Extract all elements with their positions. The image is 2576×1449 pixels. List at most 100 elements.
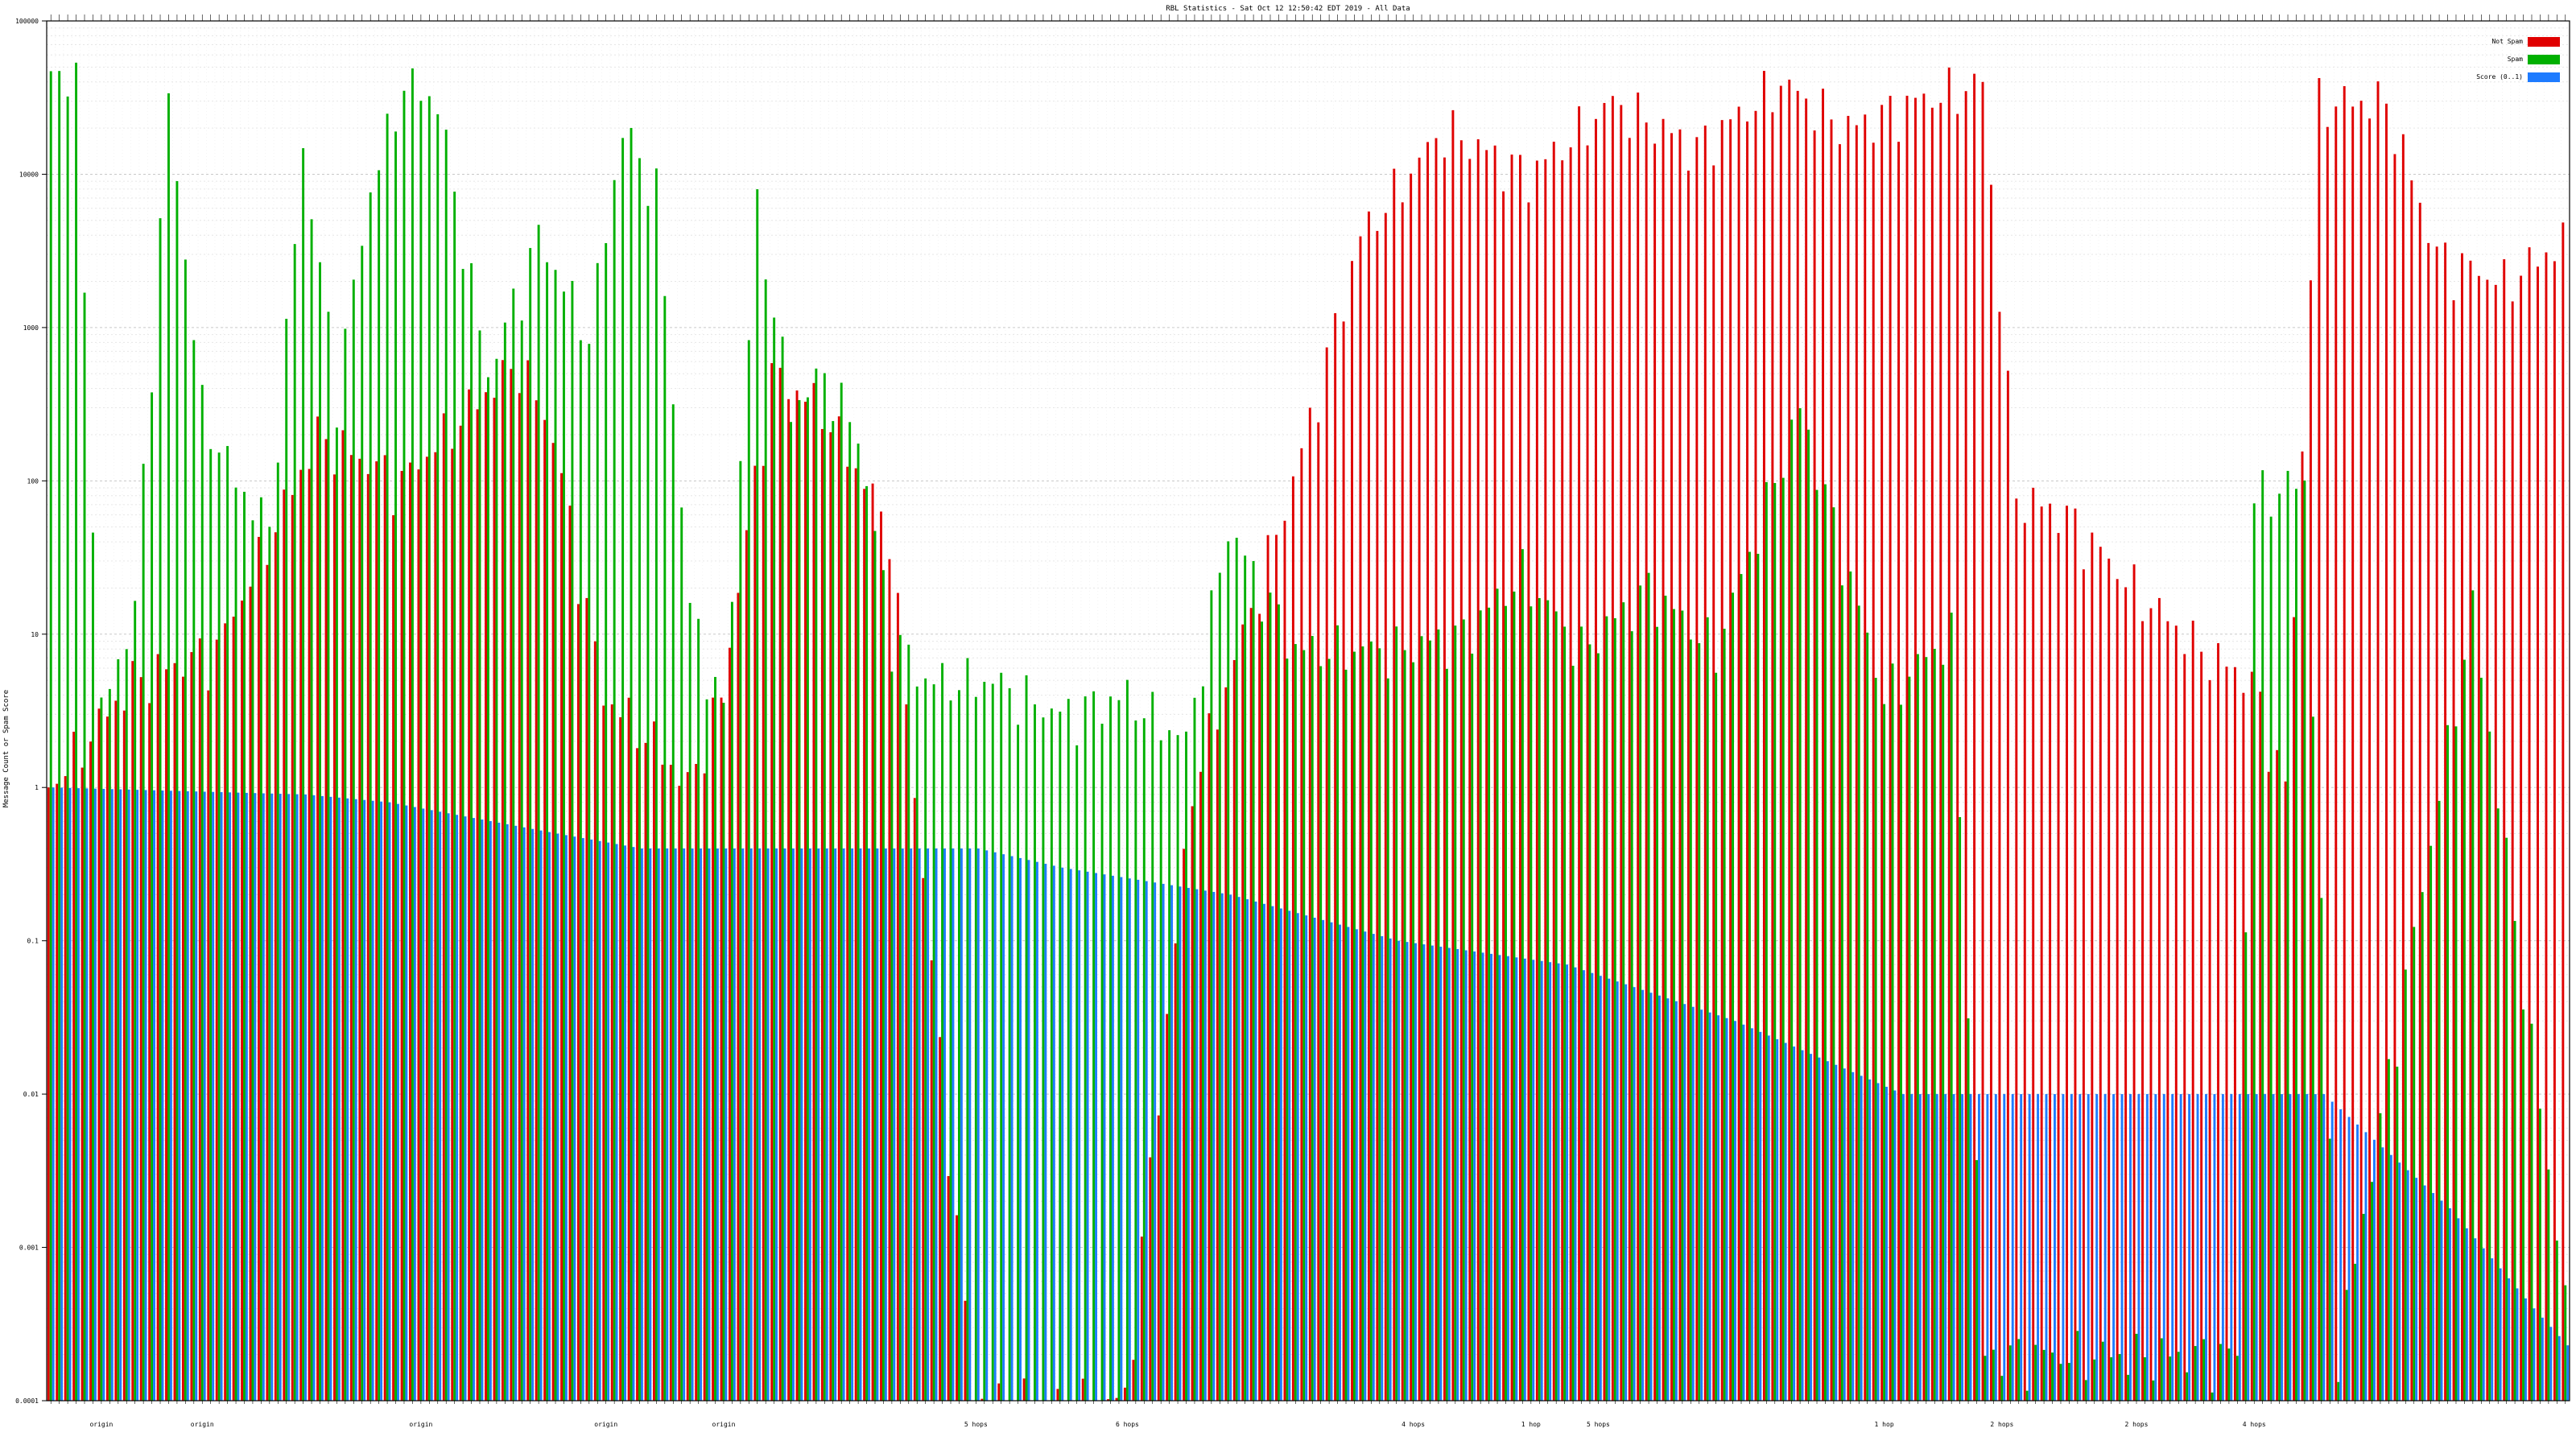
bar-not-spam: [241, 601, 244, 1401]
bar-score: [2087, 1094, 2090, 1401]
bar-not-spam: [1300, 448, 1303, 1402]
y-axis-label: Message Count or Spam Score: [2, 690, 10, 807]
bar-score: [935, 848, 938, 1401]
bar-score: [220, 792, 223, 1401]
bar-not-spam: [249, 586, 252, 1401]
bar-score: [270, 793, 274, 1401]
bar-spam: [1732, 592, 1735, 1401]
bar-spam: [1706, 617, 1709, 1401]
bar-score: [127, 789, 130, 1401]
bar-spam: [2404, 969, 2407, 1401]
bar-spam: [579, 340, 582, 1401]
chart-title: RBL Statistics - Sat Oct 12 12:50:42 EDT…: [1166, 5, 1410, 13]
bar-spam: [1151, 691, 1154, 1401]
bar-score: [749, 848, 753, 1401]
bar-score: [1481, 952, 1484, 1401]
x-tick-label: origin: [409, 1421, 432, 1428]
bar-score: [2037, 1094, 2040, 1401]
bar-spam: [781, 336, 784, 1401]
bar-spam: [83, 292, 86, 1401]
bar-spam: [1252, 560, 1255, 1401]
bar-spam: [1538, 597, 1541, 1401]
legend-label: Score (0..1): [2476, 73, 2523, 80]
bar-score: [1170, 885, 1174, 1401]
bar-score: [1793, 1046, 1796, 1401]
bar-score: [1364, 931, 1367, 1401]
bar-score: [834, 848, 837, 1401]
bar-score: [430, 810, 433, 1401]
bar-spam: [1017, 724, 1020, 1401]
bar-not-spam: [2444, 242, 2447, 1402]
bar-not-spam: [1990, 184, 1992, 1401]
legend-swatch: [2528, 72, 2560, 82]
bar-not-spam: [1022, 1378, 1026, 1401]
bar-not-spam: [501, 360, 504, 1402]
bar-not-spam: [2553, 261, 2556, 1401]
bar-score: [2524, 1298, 2527, 1401]
bar-score: [1187, 887, 1190, 1401]
bar-score: [2205, 1094, 2207, 1401]
bar-spam: [1630, 631, 1633, 1401]
bar-spam: [537, 225, 540, 1401]
bar-score: [354, 799, 357, 1401]
bar-score: [1927, 1094, 1930, 1401]
bar-score: [817, 848, 820, 1401]
bar-spam: [2093, 1359, 2096, 1401]
bar-not-spam: [274, 532, 277, 1401]
legend: Not Spam Spam Score (0..1): [2476, 37, 2560, 82]
bar-not-spam: [1266, 535, 1269, 1402]
bar-not-spam: [1578, 106, 1581, 1402]
bar-not-spam: [896, 592, 899, 1401]
bar-spam: [1479, 610, 1482, 1401]
bar-spam: [881, 570, 885, 1401]
bar-spam: [898, 634, 902, 1401]
bar-spam: [1437, 629, 1440, 1401]
bar-not-spam: [737, 592, 740, 1401]
bar-spam: [2387, 1059, 2390, 1401]
bar-score: [884, 848, 887, 1401]
bar-score: [60, 787, 64, 1401]
bar-spam: [1059, 711, 1062, 1401]
legend-swatch: [2528, 55, 2560, 64]
bar-score: [1599, 976, 1602, 1401]
bar-spam: [1580, 626, 1583, 1401]
bar-spam: [1554, 611, 1558, 1401]
x-tick-label: 1 hop: [1875, 1421, 1894, 1428]
bar-spam: [444, 130, 448, 1402]
bar-spam: [1361, 646, 1364, 1401]
bar-score: [859, 848, 862, 1401]
bar-score: [1069, 869, 1072, 1401]
bar-spam: [1403, 650, 1406, 1401]
bar-not-spam: [1703, 125, 1707, 1401]
bar-score: [1633, 987, 1636, 1401]
bar-spam: [1790, 419, 1794, 1401]
bar-spam: [151, 392, 154, 1401]
bar-score: [2381, 1147, 2384, 1401]
bar-spam: [108, 688, 111, 1401]
bar-score: [413, 807, 416, 1401]
bar-not-spam: [863, 489, 866, 1401]
bar-spam: [470, 263, 473, 1401]
bar-spam: [1807, 429, 1810, 1401]
bar-not-spam: [787, 398, 791, 1401]
bar-not-spam: [854, 468, 857, 1401]
bar-not-spam: [2141, 621, 2144, 1401]
bar-layer: [47, 62, 2570, 1402]
bar-score: [2432, 1193, 2435, 1401]
y-tick-label: 100: [27, 477, 39, 485]
bar-score: [1179, 886, 1182, 1401]
bar-spam: [798, 400, 801, 1402]
bar-score: [1473, 951, 1476, 1401]
bar-not-spam: [1662, 118, 1665, 1402]
y-tick-label: 100000: [15, 18, 39, 25]
bar-not-spam: [165, 669, 168, 1401]
bar-spam: [638, 158, 641, 1401]
bar-spam: [563, 291, 565, 1402]
bar-not-spam: [366, 473, 369, 1401]
bar-not-spam: [829, 431, 832, 1401]
bar-spam: [747, 340, 750, 1401]
y-tick-label: 0.01: [23, 1091, 39, 1098]
bar-spam: [335, 427, 338, 1401]
bar-score: [1246, 899, 1249, 1401]
bar-spam: [1134, 720, 1137, 1401]
